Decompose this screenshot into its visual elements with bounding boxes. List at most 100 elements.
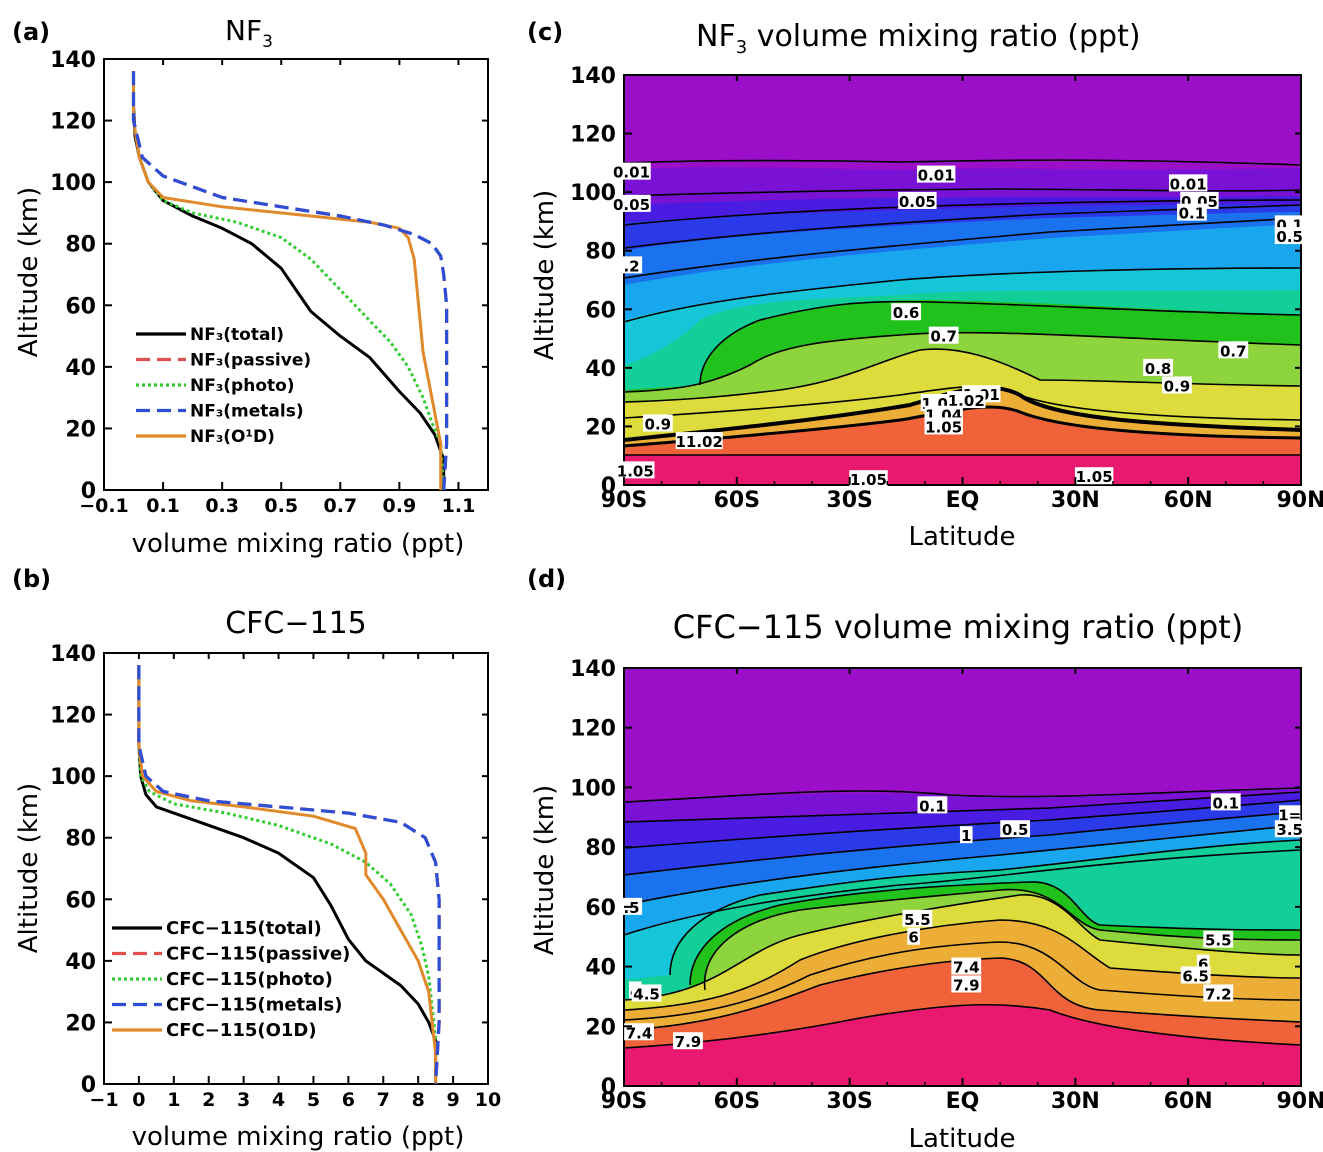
- contour-label: 0.8: [1145, 360, 1172, 378]
- legend-label: NF₃(O¹D): [190, 427, 275, 447]
- panel-c-title: NF3 volume mixing ratio (ppt): [696, 19, 1141, 58]
- x-tick-label: 0.3: [205, 495, 239, 517]
- y-tick-label: 140: [570, 64, 616, 89]
- contour-label-bg: [1203, 930, 1234, 948]
- panel-a-label: (a): [12, 18, 50, 46]
- panel-a: (a) NF3 −0.1 0.1 0.3 0.5 0.7 0.9 1.1 0 20 40 60 80…: [12, 14, 489, 559]
- panel-d-label: (d): [527, 565, 566, 593]
- x-tick-label: 90S: [601, 488, 647, 513]
- y-tick-label: 20: [585, 415, 616, 440]
- contour-label: 0.9: [645, 416, 672, 434]
- x-tick-label: 3: [237, 1089, 250, 1111]
- panel-a-xlabel: volume mixing ratio (ppt): [132, 529, 465, 559]
- contour-label-bg: [951, 975, 982, 993]
- y-tick-label: 100: [570, 776, 616, 801]
- y-tick-label: 0: [601, 474, 616, 499]
- contour-label: 0.7: [1220, 342, 1247, 360]
- contour-label-bg: [612, 194, 651, 212]
- legend-label: NF₃(total): [190, 325, 284, 345]
- contour-label-bg: [924, 417, 963, 435]
- legend-label: CFC−115(O1D): [166, 1020, 317, 1041]
- contour-label: 0.05: [899, 193, 936, 211]
- contour-label: 0.9: [1164, 377, 1191, 395]
- contour-label: 0.01: [918, 167, 955, 185]
- contour-label-bg: [907, 927, 920, 945]
- legend-label: NF₃(metals): [190, 402, 304, 422]
- x-tick-label: 9: [446, 1089, 459, 1111]
- panel-a-legend: NF₃(total) NF₃(passive) NF₃(photo) NF₃(meta…: [136, 325, 311, 447]
- contour-label-bg: [1279, 805, 1301, 823]
- contour-label: 0.1: [919, 797, 946, 815]
- y-tick-label: 80: [65, 233, 96, 258]
- panel-c-xlabel: Latitude: [908, 522, 1015, 552]
- contour-label-bg: [898, 191, 937, 209]
- contour-label: 6: [908, 929, 918, 947]
- x-tick-label: 30N: [1051, 488, 1100, 513]
- x-tick-label: 0.9: [383, 495, 417, 517]
- y-tick-label: 60: [585, 298, 616, 323]
- contour-label-bg: [1177, 203, 1207, 221]
- contour-label: 1.05: [850, 471, 887, 489]
- y-tick-label: 80: [585, 836, 616, 861]
- x-tick-label: 90N: [1276, 1089, 1323, 1114]
- contour-label: 11.02: [675, 433, 722, 451]
- contour-label: 6.5: [1182, 968, 1209, 986]
- x-tick-label: 30S: [826, 488, 872, 513]
- y-tick-label: 0: [81, 479, 96, 504]
- contour-label-bg: [616, 461, 655, 479]
- panel-d-title: CFC−115 volume mixing ratio (ppt): [673, 608, 1244, 646]
- panel-c: (c) NF3 volume mixing ratio (ppt): [527, 18, 1323, 552]
- panel-d-contour-fill: [624, 668, 1301, 1086]
- contour-label-bg: [1218, 341, 1249, 359]
- series-line-1: [137, 665, 438, 1084]
- series-line-3: [137, 665, 438, 1084]
- contour-label: 0.1: [1212, 794, 1239, 812]
- contour-label: 1.02: [948, 392, 985, 410]
- legend-label: CFC−115(passive): [166, 944, 350, 965]
- y-tick-label: 60: [585, 896, 616, 921]
- x-tick-label: 4: [272, 1089, 285, 1111]
- legend-label: NF₃(passive): [190, 351, 311, 371]
- panel-b-legend: CFC−115(total) CFC−115(passive) CFC−115(ph…: [112, 918, 350, 1041]
- contour-label: 6: [1198, 956, 1208, 974]
- contour-label: 0.01: [613, 164, 650, 182]
- contour-label-bg: [1161, 376, 1192, 394]
- contour-label: 7.9: [953, 976, 980, 994]
- contour-label: 7.4: [626, 1024, 653, 1042]
- x-tick-label: 1.1: [442, 495, 476, 517]
- y-tick-label: 120: [570, 717, 616, 742]
- panel-a-title: NF3: [225, 14, 273, 52]
- y-tick-label: 100: [570, 181, 616, 206]
- contour-label-bg: [928, 326, 959, 344]
- series-line-5: [137, 665, 438, 1084]
- panel-b-label: (b): [12, 565, 51, 593]
- contour-label-bg: [624, 1023, 654, 1041]
- panel-a-ylabel: Altitude (km): [14, 187, 44, 358]
- x-tick-label: 5: [307, 1089, 320, 1111]
- y-tick-label: 140: [50, 642, 96, 667]
- contour-label: 5.5: [1205, 932, 1232, 950]
- contour-label: 1.05: [1076, 468, 1113, 486]
- x-tick-label: −1: [89, 1089, 118, 1111]
- contour-label: 0.7: [930, 328, 957, 346]
- series-line-1: [132, 71, 446, 490]
- y-tick-label: 120: [570, 123, 616, 148]
- contour-label-bg: [959, 826, 973, 844]
- contour-label-bg: [891, 303, 921, 321]
- panel-c-x-ticks: 90S 60S 30S EQ 30N 60N 90N: [601, 75, 1323, 513]
- panel-d-x-ticks: 90S 60S 30S EQ 30N 60N 90N: [601, 668, 1323, 1114]
- contour-label-bg: [1168, 174, 1208, 192]
- contour-label: 0.1: [1179, 205, 1206, 223]
- x-tick-label: EQ: [946, 1089, 980, 1114]
- x-tick-label: 60N: [1164, 488, 1213, 513]
- x-tick-label: EQ: [946, 488, 980, 513]
- legend-label: CFC−115(total): [166, 918, 322, 939]
- y-tick-label: 20: [65, 417, 96, 442]
- y-tick-label: 40: [585, 956, 616, 981]
- x-tick-label: 0.5: [264, 495, 298, 517]
- y-tick-label: 20: [585, 1015, 616, 1040]
- contour-label-bg: [1274, 227, 1305, 245]
- legend-label: CFC−115(metals): [166, 995, 342, 1016]
- y-tick-label: 120: [50, 704, 96, 729]
- panel-d-xlabel: Latitude: [908, 1124, 1015, 1152]
